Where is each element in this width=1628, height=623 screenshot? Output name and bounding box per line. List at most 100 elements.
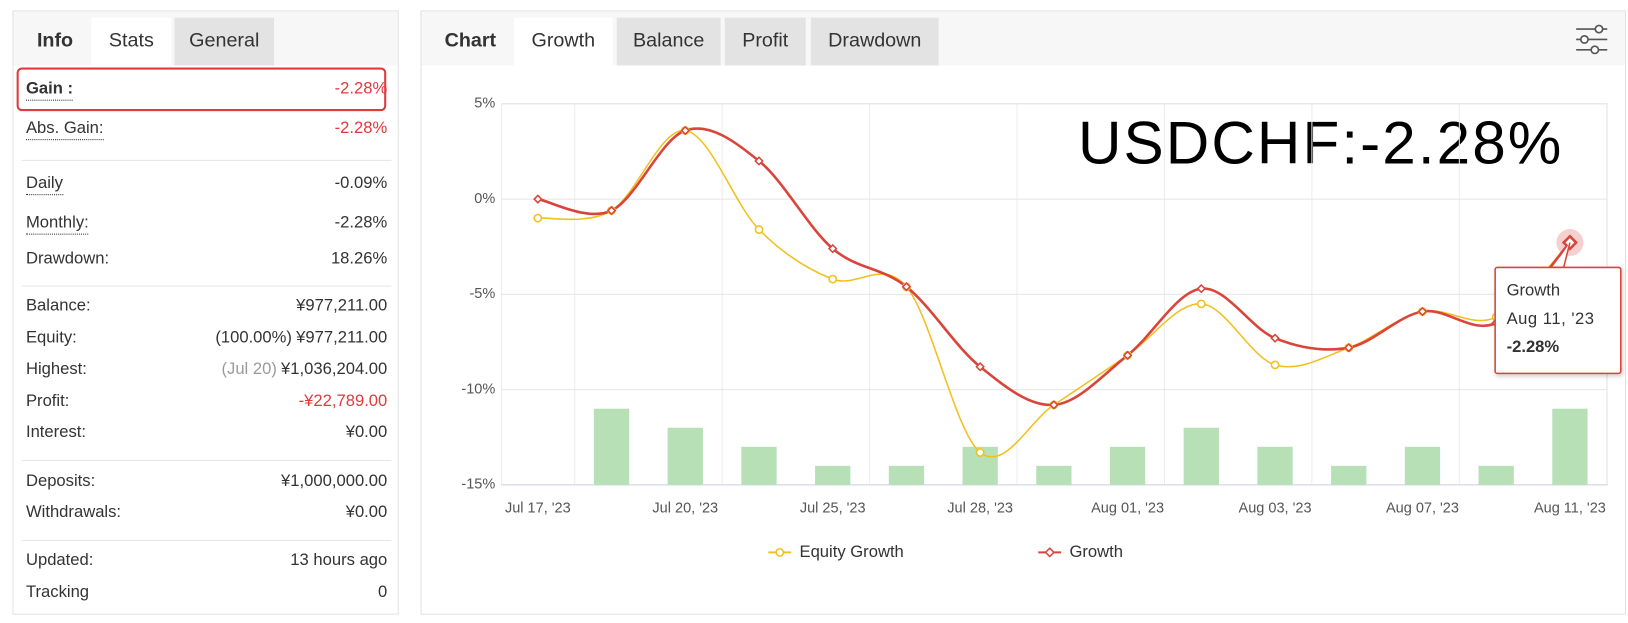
row-label: Withdrawals: [26, 500, 121, 525]
row-value: (100.00%) ¥977,211.00 [215, 326, 387, 351]
value-text: -2.28% [334, 213, 388, 232]
row-label: Highest: [26, 357, 87, 382]
point-marker [901, 282, 912, 292]
row-label: Profit: [26, 389, 69, 414]
point-marker [828, 274, 838, 284]
label-text: Withdrawals: [25, 503, 122, 522]
row-value: 0 [378, 580, 387, 605]
info-row: Interest: ¥0.00 [26, 421, 387, 446]
x-tick-label: Aug 07, '23 [1386, 501, 1459, 517]
point-marker [680, 125, 691, 136]
label-text: Gain : [25, 79, 74, 101]
x-tick-label: Jul 17, '23 [505, 501, 571, 517]
x-tick-label: Jul 20, '23 [652, 501, 718, 517]
tab[interactable]: Info [36, 30, 74, 52]
info-row: Daily -0.09% [25, 171, 388, 196]
row-value: 18.26% [331, 247, 387, 272]
label-text: Updated: [25, 551, 94, 569]
chart-tab[interactable]: Profit [724, 17, 806, 66]
value-text: -¥22,789.00 [298, 392, 388, 411]
value-text: ¥1,036,204.00 [281, 360, 388, 378]
point-marker [1417, 306, 1428, 317]
bar [1478, 465, 1514, 485]
label-text: Profit: [25, 392, 70, 411]
value-text: ¥0.00 [345, 503, 388, 522]
row-label: Drawdown: [26, 247, 109, 272]
bar [593, 408, 630, 485]
chart-tab[interactable]: Balance [616, 17, 721, 66]
value-text: -0.09% [334, 174, 388, 193]
point-marker [1270, 333, 1280, 343]
bar [1109, 446, 1146, 485]
tab[interactable]: General [174, 17, 275, 66]
label-text: Deposits: [25, 472, 96, 491]
row-value: 13 hours ago [290, 548, 387, 573]
chart-panel: Chart Growth Balance Profit Drawdown [420, 10, 1626, 615]
point-marker [533, 194, 543, 204]
legend-item[interactable]: Growth [1038, 542, 1123, 561]
info-row: Drawdown: 18.26% [26, 247, 387, 272]
row-value: -¥22,789.00 [299, 389, 388, 414]
value-text: -2.28% [334, 119, 388, 138]
row-label: Abs. Gain: [25, 116, 104, 141]
divider [21, 539, 392, 541]
bar [1183, 427, 1219, 485]
row-value: ¥1,000,000.00 [281, 469, 387, 494]
row-note: (Jul 20) [221, 360, 277, 378]
icon-knob [1590, 45, 1600, 55]
row-value: -2.28% [335, 116, 388, 141]
row-label: Balance: [26, 294, 91, 319]
bar [888, 465, 925, 485]
divider [21, 285, 392, 287]
tooltip-series: Growth [1507, 281, 1561, 300]
row-value: ¥0.00 [346, 421, 388, 446]
label-text: Monthly: [25, 213, 89, 235]
icon-knob [1594, 24, 1604, 34]
info-row: Withdrawals: ¥0.00 [26, 500, 387, 525]
label-text: Tracking [25, 583, 90, 602]
info-panel: Info Stats General Gain : -2.28% Abs. Gain: -2… [12, 10, 399, 615]
bar [741, 446, 777, 485]
legend-label: Equity Growth [799, 542, 903, 561]
filter-icon[interactable] [1576, 24, 1608, 55]
point-marker [606, 205, 617, 216]
chart-tab-title: Chart [444, 30, 497, 52]
row-note: (100.00%) [215, 329, 292, 347]
row-label: Equity: [26, 326, 77, 351]
tooltip-date: Aug 11, '23 [1507, 309, 1595, 328]
row-label: Interest: [26, 421, 86, 446]
label-text: Drawdown: [25, 250, 110, 268]
row-label: Monthly: [25, 211, 89, 236]
annotation: USDCHF:-2.28% [1078, 108, 1563, 176]
tooltip-value: -2.28% [1507, 337, 1560, 356]
value-text: ¥977,211.00 [296, 296, 388, 315]
info-row: Monthly: -2.28% [25, 211, 388, 236]
y-tick-label: 5% [474, 96, 495, 112]
row-value: ¥0.00 [346, 500, 388, 525]
info-row: Equity: (100.00%) ¥977,211.00 [26, 326, 387, 351]
value-text: ¥977,211.00 [296, 329, 388, 347]
y-tick-label: -15% [461, 477, 495, 493]
x-tick-label: Aug 03, '23 [1239, 501, 1312, 517]
bar [1404, 446, 1441, 485]
icon-knob [1579, 34, 1589, 44]
legend-item[interactable]: Equity Growth [768, 542, 904, 561]
point-marker [533, 213, 543, 223]
info-row: Highest: (Jul 20) ¥1,036,204.00 [26, 357, 387, 382]
value-text: 18.26% [330, 250, 388, 268]
point-marker [1344, 342, 1354, 353]
chart-tab[interactable]: Growth [513, 17, 613, 66]
label-text: Balance: [25, 296, 91, 315]
divider [21, 459, 392, 462]
divider [21, 159, 392, 161]
row-label: Daily [25, 171, 63, 196]
row-label: Updated: [26, 548, 93, 573]
row-value: -0.09% [335, 171, 388, 196]
point-marker [1196, 299, 1206, 309]
chart-tab[interactable]: Drawdown [810, 17, 939, 66]
tab[interactable]: Stats [91, 17, 172, 66]
row-value: ¥977,211.00 [296, 294, 387, 319]
